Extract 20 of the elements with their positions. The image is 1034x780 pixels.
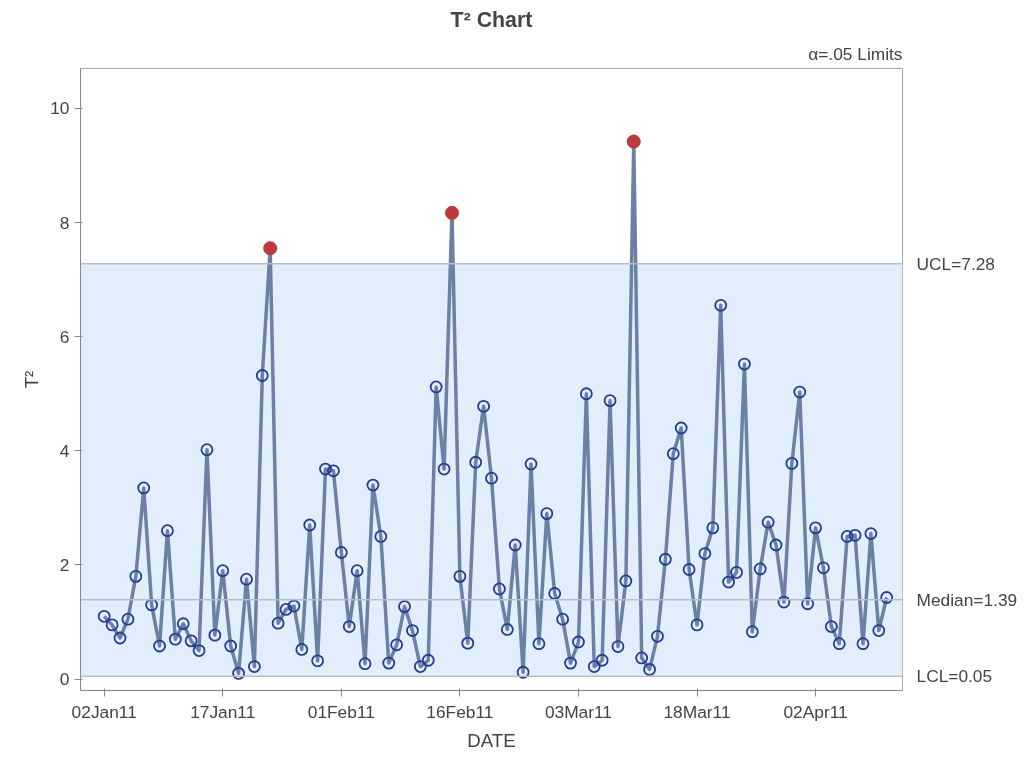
ref-line-label: Median=1.39 [916, 589, 1018, 610]
x-tick-label: 18Mar11 [663, 701, 731, 722]
chart-title: T² Chart [450, 7, 533, 32]
y-tick-label: 8 [59, 212, 70, 233]
y-tick-label: 10 [50, 98, 70, 119]
y-tick-label: 0 [59, 669, 70, 690]
x-tick-label: 01Feb11 [307, 701, 375, 722]
y-tick-label: 6 [59, 326, 70, 347]
x-tick-label: 02Jan11 [71, 701, 137, 722]
x-tick-label: 16Feb11 [426, 701, 494, 722]
x-axis-title: DATE [467, 729, 516, 751]
ref-line-label: UCL=7.28 [916, 253, 996, 274]
y-tick-label: 2 [59, 554, 70, 575]
x-tick-label: 02Apr11 [783, 701, 848, 722]
text: α=.05 Limits [808, 43, 903, 64]
x-tick-label: 17Jan11 [190, 701, 256, 722]
ref-line-label: LCL=0.05 [916, 666, 993, 687]
x-tick-label: 03Mar11 [544, 701, 612, 722]
y-tick-label: 4 [59, 440, 70, 461]
y-axis-title: T² [21, 370, 43, 389]
